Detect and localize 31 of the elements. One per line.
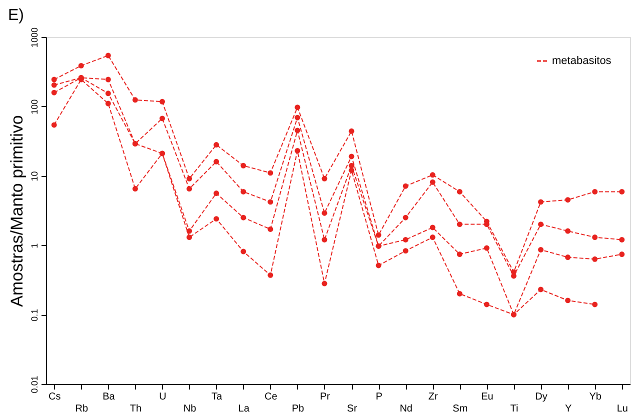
x-tick-label: Ta [212, 392, 223, 402]
x-tick-label: Ce [264, 392, 278, 402]
x-tick-label: Eu [481, 392, 494, 402]
x-tick-label: Sr [347, 404, 358, 414]
x-tick-label: Th [130, 404, 142, 414]
x-tick-label: Nb [183, 404, 197, 414]
x-tick-label: Lu [616, 404, 628, 414]
y-tick-label: 100 [30, 99, 40, 114]
x-tick-label: Ti [510, 404, 518, 414]
y-axis-title: Amostras/Manto primitivo [8, 115, 26, 307]
x-tick-label: Yb [589, 392, 602, 402]
y-tick-label: 1 [30, 243, 40, 248]
y-tick-label: 10 [30, 171, 40, 182]
x-tick-label: Cs [48, 392, 61, 402]
y-tick-label: 0.01 [30, 376, 40, 394]
legend-label: metabasitos [552, 55, 612, 67]
x-tick-label: Ba [102, 392, 116, 402]
y-tick-label: 1000 [30, 27, 40, 48]
x-tick-label: Y [564, 404, 572, 414]
x-tick-label: Sm [452, 404, 468, 414]
x-tick-label: Nd [400, 404, 412, 414]
y-tick-label: 0.1 [30, 308, 40, 322]
x-tick-label: Pb [292, 404, 304, 414]
x-tick-label: U [159, 392, 166, 402]
x-tick-label: Pr [320, 392, 331, 402]
x-tick-label: La [238, 404, 250, 414]
chart-title: E) [8, 6, 24, 24]
x-tick-label: Rb [75, 404, 88, 414]
x-tick-label: P [376, 392, 383, 402]
x-tick-label: Zr [428, 392, 439, 402]
x-tick-label: Dy [535, 392, 548, 402]
